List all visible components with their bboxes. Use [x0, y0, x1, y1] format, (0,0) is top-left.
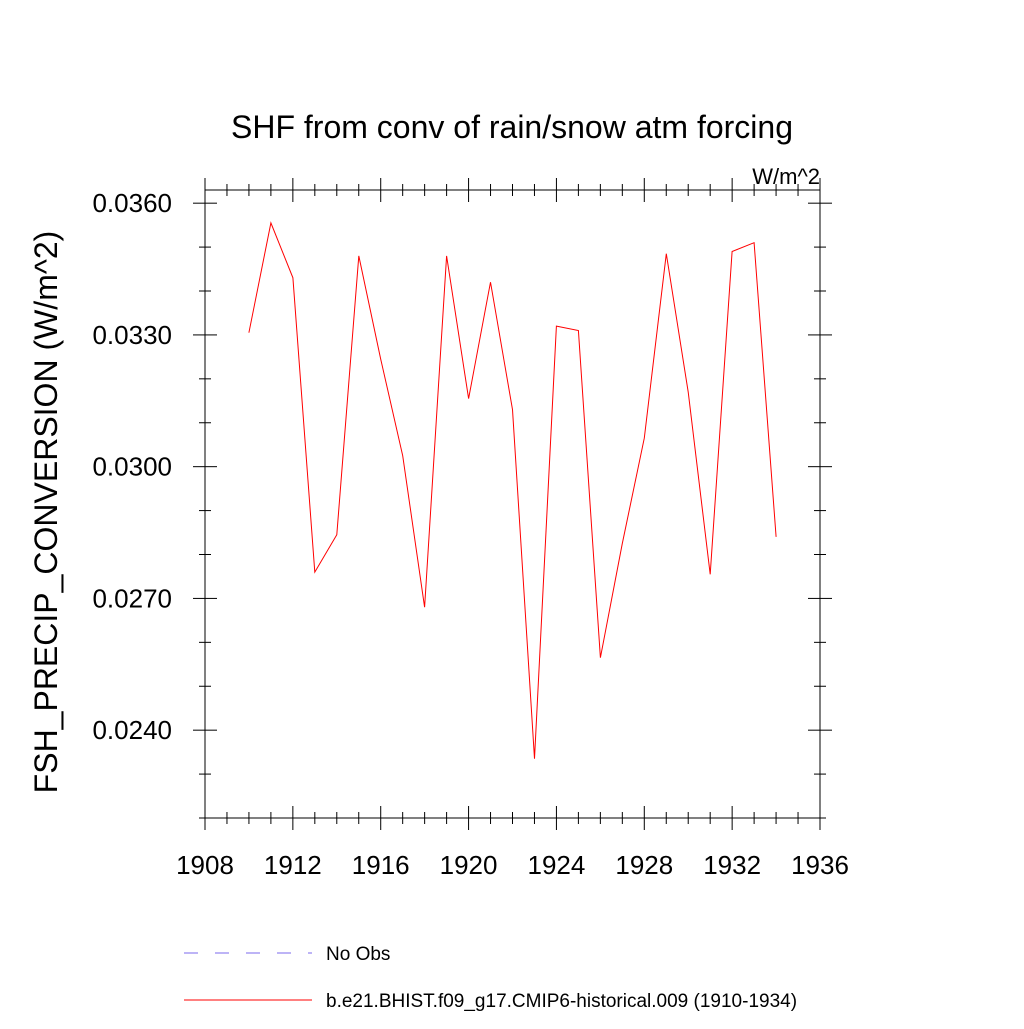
y-tick-label: 0.0300 — [92, 452, 172, 482]
legend-label-historical-009: b.e21.BHIST.f09_g17.CMIP6-historical.009… — [326, 991, 797, 1012]
y-tick-label: 0.0360 — [92, 188, 172, 218]
y-tick-label: 0.0270 — [92, 583, 172, 613]
axis-ticks — [193, 178, 832, 830]
tick-labels: 1908 1912 1916 1920 1924 1928 1932 1936 0.0240 0.… — [92, 188, 848, 880]
chart-title: SHF from conv of rain/snow atm forcing — [231, 109, 793, 145]
legend: No Obs b.e21.BHIST.f09_g17.CMIP6-histori… — [184, 944, 797, 1012]
legend-item-no-obs: No Obs — [184, 944, 390, 965]
x-tick-label: 1928 — [615, 850, 673, 880]
plot-frame — [204, 189, 821, 819]
y-tick-label: 0.0330 — [92, 320, 172, 350]
x-tick-label: 1932 — [703, 850, 761, 880]
legend-label-no-obs: No Obs — [326, 944, 390, 965]
units-label: W/m^2 — [752, 164, 820, 189]
x-tick-label: 1912 — [264, 850, 322, 880]
x-tick-label: 1920 — [440, 850, 498, 880]
x-tick-label: 1924 — [528, 850, 586, 880]
x-tick-label: 1916 — [352, 850, 410, 880]
x-tick-label: 1908 — [176, 850, 234, 880]
x-tick-label: 1936 — [791, 850, 849, 880]
y-tick-label: 0.0240 — [92, 715, 172, 745]
y-axis-label: FSH_PRECIP_CONVERSION (W/m^2) — [28, 231, 64, 794]
legend-item-historical-009: b.e21.BHIST.f09_g17.CMIP6-historical.009… — [184, 991, 797, 1012]
series-line-historical-009 — [248, 221, 777, 759]
plot-area — [248, 221, 777, 759]
